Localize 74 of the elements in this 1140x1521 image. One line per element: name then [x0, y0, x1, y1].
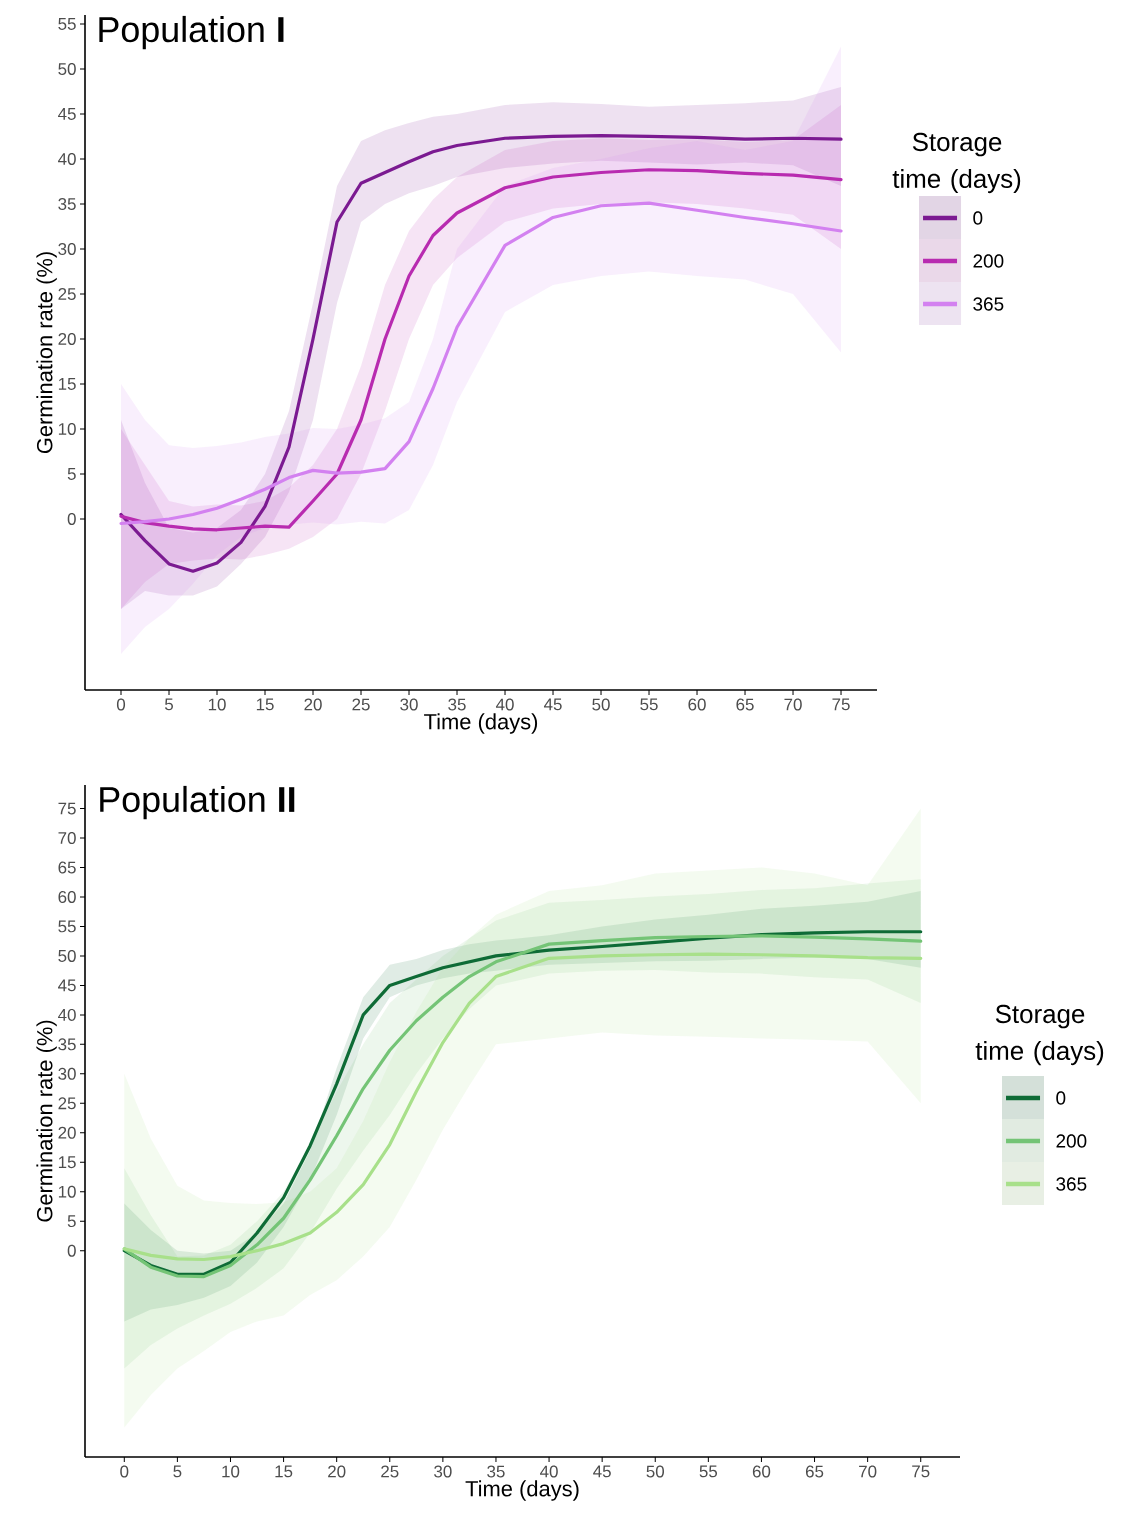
- x-tick-label: 45: [593, 1465, 611, 1478]
- x-tick-label: 0: [120, 1465, 129, 1478]
- x-tick-label: 25: [352, 698, 370, 711]
- legend-label: 365: [973, 297, 1004, 311]
- x-tick-label: 25: [381, 1465, 399, 1478]
- x-tick-label: 45: [543, 698, 562, 711]
- legend-title: Storage time (days): [892, 132, 1021, 194]
- y-tick-label: 25: [58, 287, 76, 300]
- x-tick-label: 55: [640, 698, 658, 711]
- legend-title: Storage time (days): [975, 1004, 1104, 1066]
- x-tick-label: 35: [448, 698, 466, 711]
- y-tick-label: 5: [67, 1215, 76, 1228]
- x-tick-label: 30: [434, 1465, 452, 1478]
- x-tick-label: 10: [208, 698, 226, 711]
- x-tick-label: 65: [805, 1465, 824, 1478]
- y-tick-label: 50: [58, 949, 76, 962]
- x-tick-label: 40: [495, 698, 514, 711]
- x-tick-label: 35: [487, 1465, 505, 1478]
- y-tick-label: 5: [67, 468, 76, 480]
- y-tick-label: 40: [58, 152, 76, 165]
- y-tick-label: 50: [58, 62, 76, 75]
- x-axis-title: Time (days): [424, 713, 538, 734]
- x-tick-label: 10: [222, 1465, 240, 1478]
- x-tick-label: 55: [699, 1465, 718, 1478]
- x-tick-label: 50: [646, 1465, 665, 1478]
- chart-title: Population I: [99, 15, 284, 50]
- legend-label: 200: [973, 254, 1004, 268]
- x-tick-label: 0: [116, 698, 126, 711]
- x-tick-label: 15: [256, 698, 274, 711]
- y-tick-label: 55: [58, 920, 76, 933]
- x-tick-label: 60: [752, 1465, 771, 1478]
- y-tick-label: 0: [67, 1244, 76, 1257]
- y-tick-label: 70: [58, 832, 76, 845]
- y-tick-label: 10: [58, 422, 76, 435]
- y-tick-label: 25: [58, 1097, 76, 1110]
- x-tick-label: 65: [736, 698, 754, 711]
- y-tick-label: 20: [58, 1126, 76, 1139]
- y-tick-label: 45: [58, 979, 76, 992]
- y-tick-label: 10: [58, 1185, 76, 1198]
- y-tick-label: 65: [58, 861, 76, 874]
- y-axis-title: Germination rate (%): [36, 1020, 57, 1222]
- legend-label: 0: [973, 211, 983, 225]
- x-tick-label: 75: [912, 1465, 930, 1478]
- x-tick-label: 60: [688, 698, 706, 711]
- x-tick-label: 20: [328, 1465, 346, 1478]
- x-tick-label: 70: [859, 1465, 877, 1478]
- y-tick-label: 55: [58, 18, 76, 30]
- y-tick-label: 30: [58, 1067, 76, 1080]
- y-tick-label: 45: [58, 108, 76, 120]
- x-tick-label: 50: [592, 698, 610, 711]
- x-tick-label: 75: [832, 698, 850, 711]
- x-tick-label: 30: [400, 698, 418, 711]
- y-tick-label: 75: [58, 802, 76, 815]
- y-tick-label: 35: [58, 197, 76, 210]
- y-tick-label: 40: [58, 1008, 76, 1021]
- x-axis-title: Time (days): [465, 1480, 579, 1501]
- y-tick-label: 15: [58, 378, 76, 390]
- legend-label: 0: [1056, 1091, 1066, 1105]
- y-tick-label: 30: [58, 242, 76, 255]
- x-tick-label: 5: [173, 1465, 182, 1478]
- chart-title: Population II: [100, 785, 295, 820]
- x-tick-label: 70: [784, 698, 802, 711]
- x-tick-label: 5: [164, 698, 173, 711]
- x-tick-label: 15: [275, 1465, 293, 1478]
- y-tick-label: 20: [58, 332, 76, 345]
- y-tick-label: 60: [58, 890, 76, 903]
- y-tick-label: 15: [58, 1156, 76, 1169]
- legend-label: 200: [1056, 1134, 1087, 1148]
- legend-label: 365: [1056, 1177, 1087, 1191]
- y-tick-label: 0: [67, 512, 76, 525]
- y-tick-label: 35: [58, 1038, 76, 1051]
- x-tick-label: 40: [540, 1465, 558, 1478]
- y-axis-title: Germination rate (%): [36, 252, 57, 454]
- x-tick-label: 20: [304, 698, 322, 711]
